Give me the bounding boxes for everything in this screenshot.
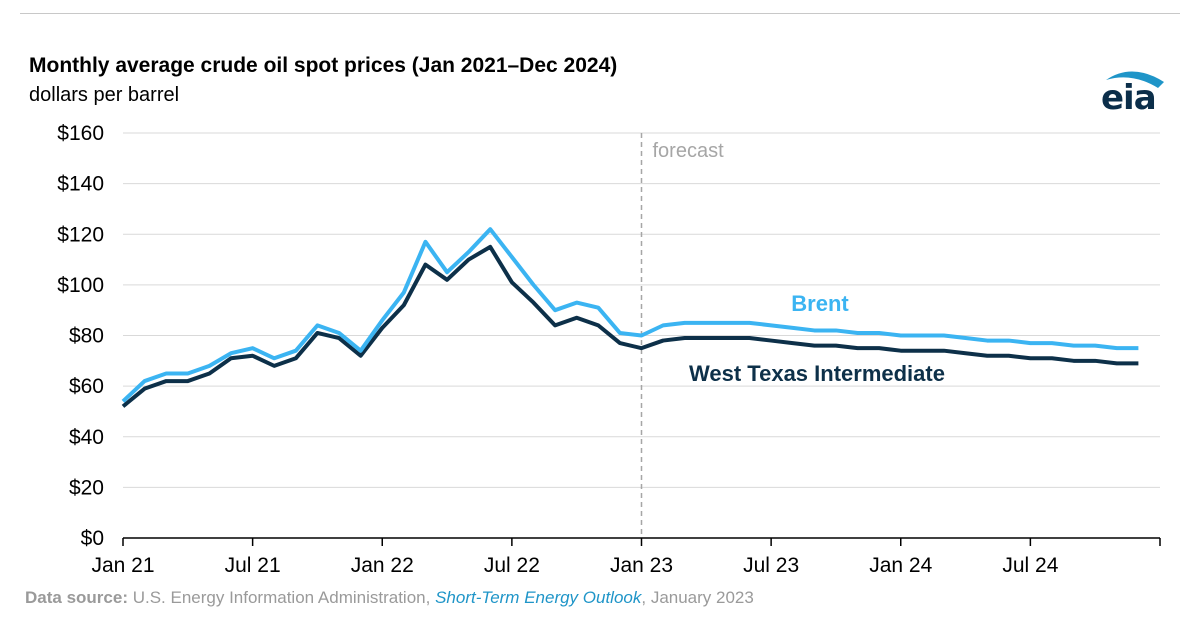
series-label-wti: West Texas Intermediate [689, 361, 945, 386]
y-tick-label: $60 [69, 375, 104, 398]
top-divider [20, 13, 1180, 14]
series-label-brent: Brent [791, 291, 849, 316]
y-tick-label: $80 [69, 325, 104, 348]
series-line-wti [121, 244, 1139, 408]
eia-logo-arc-icon [1106, 71, 1164, 88]
source-date: , January 2023 [641, 588, 754, 607]
x-tick-label: Jul 24 [1002, 554, 1058, 577]
x-tick-label: Jan 23 [610, 554, 673, 577]
x-tick-label: Jan 24 [869, 554, 932, 577]
source-organization: U.S. Energy Information Administration, [127, 588, 436, 607]
y-tick-label: $40 [69, 426, 104, 449]
data-source-note: Data source: U.S. Energy Information Adm… [25, 588, 754, 608]
x-tick-label: Jul 21 [225, 554, 281, 577]
x-tick-label: Jul 22 [484, 554, 540, 577]
x-tick-label: Jan 22 [351, 554, 414, 577]
y-tick-label: $120 [57, 223, 104, 246]
eia-logo: eia [1098, 66, 1170, 116]
series-line-brent [121, 227, 1139, 403]
chart-subtitle: dollars per barrel [29, 84, 180, 106]
source-label: Data source: [25, 588, 128, 607]
y-tick-label: $100 [57, 274, 104, 297]
x-tick-label: Jan 21 [91, 554, 154, 577]
y-tick-label: $0 [81, 527, 104, 550]
eia-logo-text: eia [1101, 78, 1157, 118]
y-tick-label: $20 [69, 476, 104, 499]
source-publication: Short-Term Energy Outlook [435, 588, 642, 607]
forecast-label: forecast [653, 140, 725, 162]
y-tick-label: $160 [57, 122, 104, 145]
chart-title: Monthly average crude oil spot prices (J… [29, 54, 618, 77]
x-tick-label: Jul 23 [743, 554, 799, 577]
y-tick-label: $140 [57, 173, 104, 196]
